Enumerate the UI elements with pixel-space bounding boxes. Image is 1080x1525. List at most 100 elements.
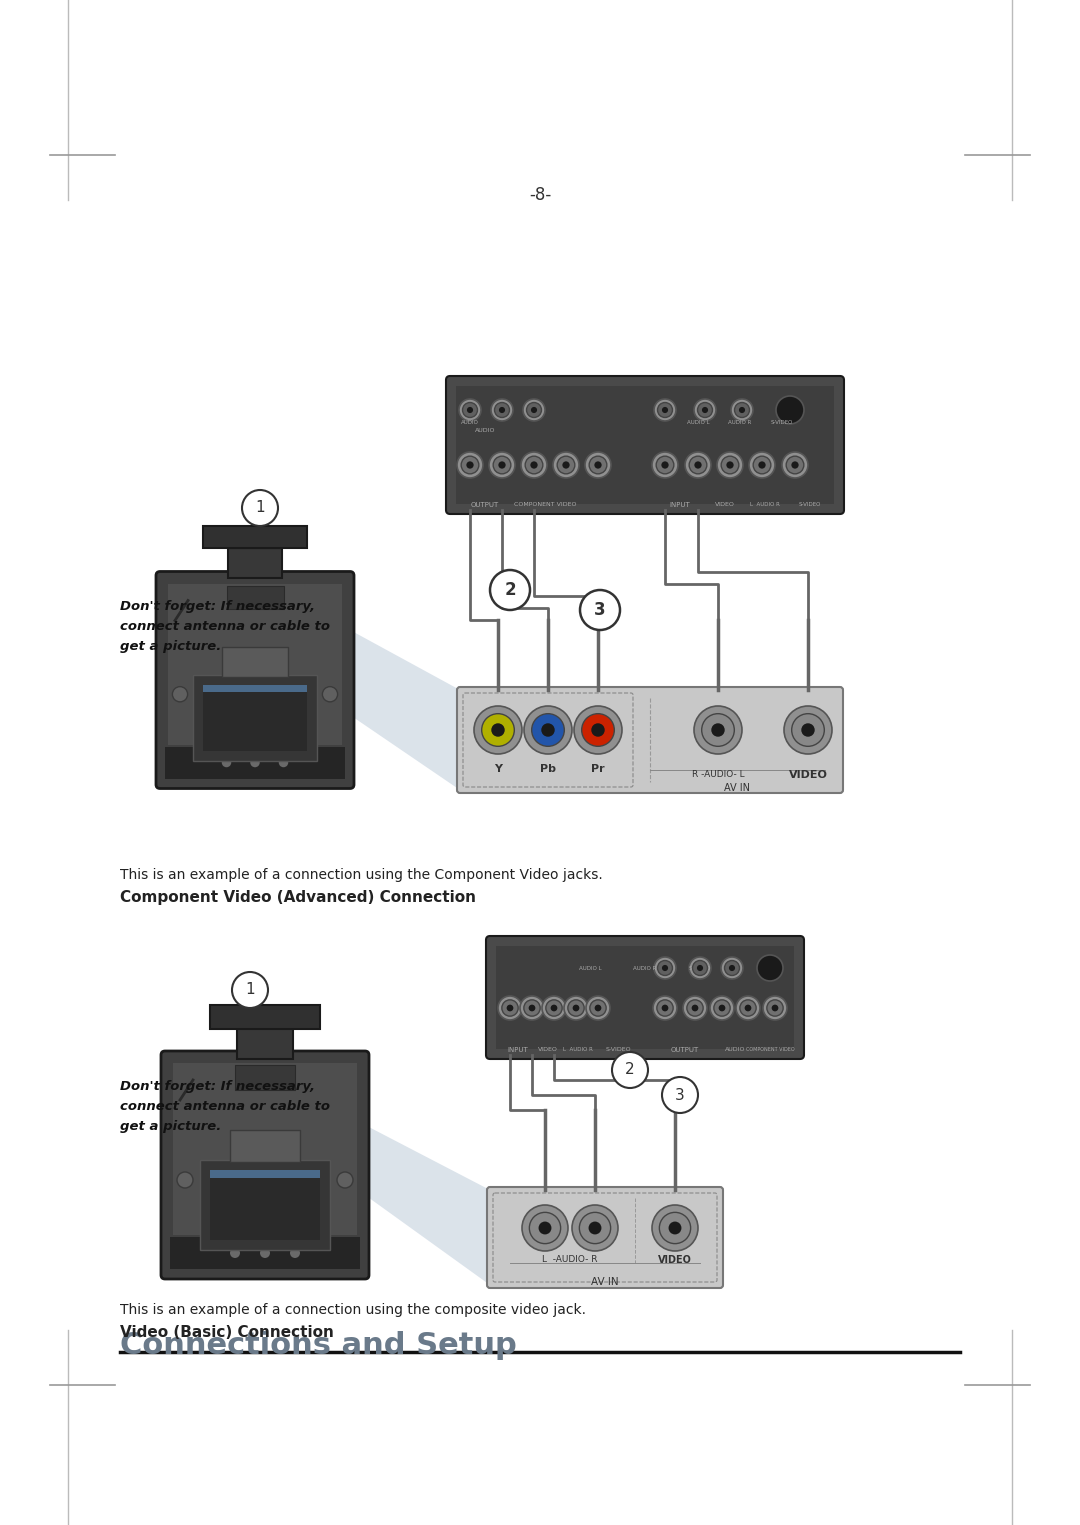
Circle shape	[801, 723, 814, 737]
Circle shape	[692, 961, 707, 976]
Circle shape	[494, 456, 511, 474]
Circle shape	[586, 996, 610, 1020]
Circle shape	[495, 403, 510, 418]
Circle shape	[717, 451, 743, 477]
FancyBboxPatch shape	[156, 572, 354, 788]
Circle shape	[744, 1005, 752, 1011]
Circle shape	[735, 996, 760, 1020]
Text: INPUT: INPUT	[670, 502, 690, 508]
Circle shape	[652, 451, 678, 477]
Circle shape	[786, 456, 804, 474]
Circle shape	[502, 1000, 518, 1016]
Circle shape	[579, 1212, 610, 1244]
Circle shape	[563, 462, 569, 468]
Bar	[203, 526, 307, 549]
Circle shape	[710, 996, 734, 1020]
Text: This is an example of a connection using the composite video jack.: This is an example of a connection using…	[120, 1302, 586, 1318]
Circle shape	[762, 996, 787, 1020]
Text: Y: Y	[494, 764, 502, 775]
Text: COMPONENT VIDEO: COMPONENT VIDEO	[745, 1048, 794, 1052]
Circle shape	[531, 714, 565, 746]
Circle shape	[323, 686, 338, 702]
Circle shape	[177, 1173, 193, 1188]
Circle shape	[758, 462, 766, 468]
Circle shape	[525, 456, 543, 474]
Circle shape	[590, 456, 607, 474]
Circle shape	[489, 451, 515, 477]
Bar	[203, 685, 307, 692]
Circle shape	[662, 1005, 669, 1011]
Text: VIDEO: VIDEO	[788, 770, 827, 779]
Circle shape	[507, 1005, 513, 1011]
Text: L  -AUDIO- R: L -AUDIO- R	[542, 1255, 597, 1264]
Circle shape	[531, 407, 537, 413]
FancyBboxPatch shape	[446, 377, 843, 514]
Text: L  AUDIO R: L AUDIO R	[563, 1048, 593, 1052]
Circle shape	[721, 958, 743, 979]
Circle shape	[654, 400, 676, 421]
Polygon shape	[365, 1125, 490, 1286]
FancyBboxPatch shape	[487, 1186, 723, 1289]
Circle shape	[530, 462, 538, 468]
Circle shape	[698, 403, 713, 418]
Text: COMPONENT VIDEO: COMPONENT VIDEO	[514, 502, 577, 506]
Text: R -AUDIO- L: R -AUDIO- L	[691, 770, 744, 779]
Circle shape	[524, 706, 572, 753]
Circle shape	[662, 407, 669, 413]
Bar	[165, 747, 345, 778]
Circle shape	[524, 1000, 540, 1016]
Circle shape	[490, 570, 530, 610]
Circle shape	[662, 965, 669, 971]
Circle shape	[221, 758, 231, 767]
Bar	[230, 1130, 300, 1162]
Circle shape	[528, 1005, 536, 1011]
Circle shape	[729, 965, 735, 971]
Text: 2: 2	[625, 1063, 635, 1078]
Circle shape	[585, 451, 611, 477]
Circle shape	[734, 403, 750, 418]
Circle shape	[691, 1005, 699, 1011]
Circle shape	[457, 451, 483, 477]
Circle shape	[777, 396, 804, 424]
Circle shape	[657, 1000, 673, 1016]
Circle shape	[539, 1222, 552, 1234]
Circle shape	[498, 996, 522, 1020]
Circle shape	[731, 400, 753, 421]
Bar	[228, 547, 282, 578]
Text: VIDEO: VIDEO	[715, 502, 734, 506]
Circle shape	[589, 1222, 602, 1234]
Text: AV IN: AV IN	[725, 782, 751, 793]
Text: AUDIO: AUDIO	[461, 419, 478, 425]
Bar	[210, 1005, 320, 1029]
Circle shape	[694, 400, 716, 421]
Text: 1: 1	[245, 982, 255, 997]
Circle shape	[687, 1000, 703, 1016]
Circle shape	[725, 961, 740, 976]
Text: L  AUDIO R: L AUDIO R	[751, 502, 780, 506]
Circle shape	[230, 1247, 240, 1258]
Circle shape	[173, 686, 188, 702]
Circle shape	[792, 462, 798, 468]
Circle shape	[694, 706, 742, 753]
Text: S-VIDEO: S-VIDEO	[771, 419, 793, 425]
FancyBboxPatch shape	[161, 1051, 369, 1279]
Circle shape	[661, 462, 669, 468]
Circle shape	[612, 1052, 648, 1087]
Bar	[200, 1161, 330, 1250]
Circle shape	[527, 403, 541, 418]
Text: Pb: Pb	[540, 764, 556, 775]
Text: OUTPUT: OUTPUT	[671, 1048, 699, 1052]
Circle shape	[784, 706, 832, 753]
Circle shape	[499, 407, 505, 413]
Circle shape	[792, 714, 824, 746]
Circle shape	[718, 1005, 726, 1011]
Circle shape	[522, 1205, 568, 1250]
Bar	[193, 676, 316, 761]
Circle shape	[660, 1212, 690, 1244]
Text: 1: 1	[255, 500, 265, 515]
Circle shape	[491, 400, 513, 421]
Circle shape	[251, 758, 260, 767]
Circle shape	[580, 590, 620, 630]
Circle shape	[519, 996, 544, 1020]
Circle shape	[658, 961, 673, 976]
